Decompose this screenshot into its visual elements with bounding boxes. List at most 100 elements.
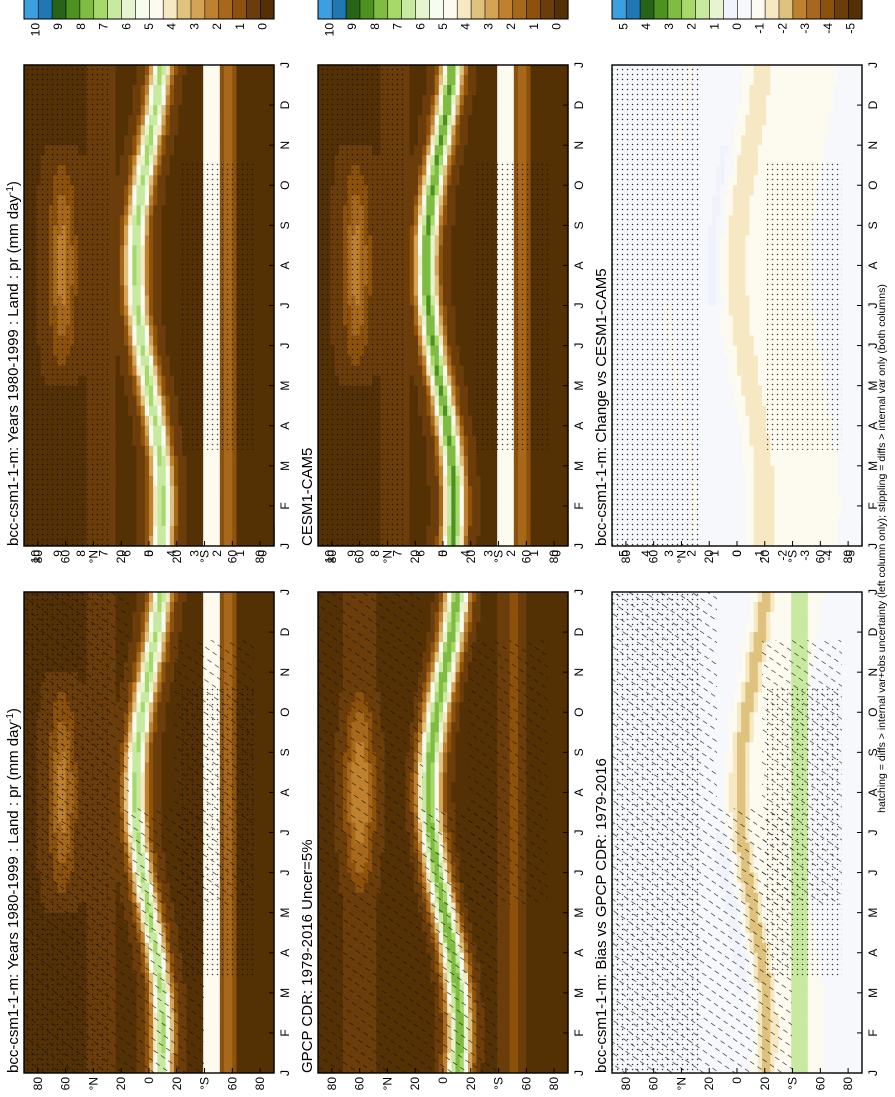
- heat-cell: [266, 1022, 271, 1033]
- heat-cell: [162, 245, 167, 256]
- x-tick-label: D: [278, 627, 292, 636]
- heat-cell: [166, 495, 171, 506]
- heat-cell: [120, 235, 125, 246]
- heat-cell: [232, 535, 237, 546]
- stippling-overlay: [179, 688, 254, 977]
- heat-cell: [153, 652, 158, 663]
- heat-cell: [153, 465, 158, 476]
- heat-cell: [170, 415, 175, 426]
- heat-cell: [195, 485, 200, 496]
- heat-cell: [128, 525, 133, 536]
- heat-cell: [212, 1032, 217, 1043]
- heat-cell: [162, 375, 167, 386]
- heat-cell: [257, 972, 262, 983]
- heat-cell: [262, 642, 267, 653]
- heat-cell: [120, 515, 125, 526]
- heat-cell: [266, 812, 271, 823]
- heat-cell: [237, 1012, 242, 1023]
- heat-cell: [207, 1002, 212, 1013]
- heat-cell: [120, 405, 125, 416]
- heat-cell: [149, 375, 154, 386]
- heat-cell: [266, 611, 271, 622]
- heat-cell: [157, 642, 162, 653]
- y-tick-label: 60: [59, 1077, 73, 1091]
- heat-cell: [120, 345, 125, 356]
- heat-cell: [157, 752, 162, 763]
- heat-cell: [153, 611, 158, 622]
- heat-cell: [141, 631, 146, 642]
- heat-cell: [174, 305, 179, 316]
- heat-cell: [170, 395, 175, 406]
- heat-cell: [162, 485, 167, 496]
- heat-cell: [241, 525, 246, 536]
- heat-cell: [145, 652, 150, 663]
- heat-cell: [116, 395, 121, 406]
- heat-cell: [203, 495, 208, 506]
- heat-cell: [124, 435, 129, 446]
- heat-cell: [266, 962, 271, 973]
- heat-cell: [257, 215, 262, 226]
- heat-cell: [170, 385, 175, 396]
- heat-cell: [245, 992, 250, 1003]
- heat-cell: [145, 642, 150, 653]
- heat-cell: [241, 621, 246, 632]
- heat-cell: [228, 475, 233, 486]
- heat-cell: [199, 465, 204, 476]
- heat-cell: [253, 982, 258, 993]
- heat-cell: [262, 752, 267, 763]
- heat-cell: [249, 1042, 254, 1053]
- heat-cell: [120, 215, 125, 226]
- heat-cell: [170, 601, 175, 612]
- heat-cell: [145, 325, 150, 336]
- heat-cell: [257, 325, 262, 336]
- heat-cell: [128, 535, 133, 546]
- heat-cell: [266, 1062, 271, 1073]
- heat-cell: [124, 245, 129, 256]
- heat-cell: [257, 225, 262, 236]
- heat-cell: [141, 662, 146, 673]
- heat-cell: [141, 485, 146, 496]
- heat-cell: [257, 882, 262, 893]
- heat-cell: [174, 621, 179, 632]
- heat-cell: [124, 365, 129, 376]
- heat-cell: [137, 305, 142, 316]
- heat-cell: [162, 601, 167, 612]
- heat-cell: [245, 601, 250, 612]
- heat-cell: [253, 525, 258, 536]
- heat-cell: [145, 611, 150, 622]
- heat-cell: [245, 1012, 250, 1023]
- heat-cell: [166, 485, 171, 496]
- heat-cell: [199, 455, 204, 466]
- heat-cell: [149, 702, 154, 713]
- heat-cell: [262, 792, 267, 803]
- heat-cell: [120, 245, 125, 256]
- heat-cell: [149, 682, 154, 693]
- heat-cell: [241, 591, 246, 602]
- heat-cell: [257, 692, 262, 703]
- heat-cell: [212, 591, 217, 602]
- heat-cell: [137, 591, 142, 602]
- heat-cell: [120, 295, 125, 306]
- heat-cell: [203, 525, 208, 536]
- heat-cell: [253, 455, 258, 466]
- heat-cell: [166, 702, 171, 713]
- heat-cell: [203, 535, 208, 546]
- heat-cell: [128, 485, 133, 496]
- heat-cell: [112, 355, 117, 366]
- heat-cell: [249, 621, 254, 632]
- heat-cell: [170, 792, 175, 803]
- heat-cell: [120, 285, 125, 296]
- heat-cell: [174, 455, 179, 466]
- heat-cell: [124, 235, 129, 246]
- heat-cell: [178, 455, 183, 466]
- heat-cell: [157, 335, 162, 346]
- heat-cell: [249, 495, 254, 506]
- heat-cell: [182, 611, 187, 622]
- heat-cell: [195, 611, 200, 622]
- heat-cell: [132, 365, 137, 376]
- heat-cell: [266, 395, 271, 406]
- heat-cell: [170, 662, 175, 673]
- heat-cell: [262, 465, 267, 476]
- heat-cell: [145, 255, 150, 266]
- heat-cell: [120, 335, 125, 346]
